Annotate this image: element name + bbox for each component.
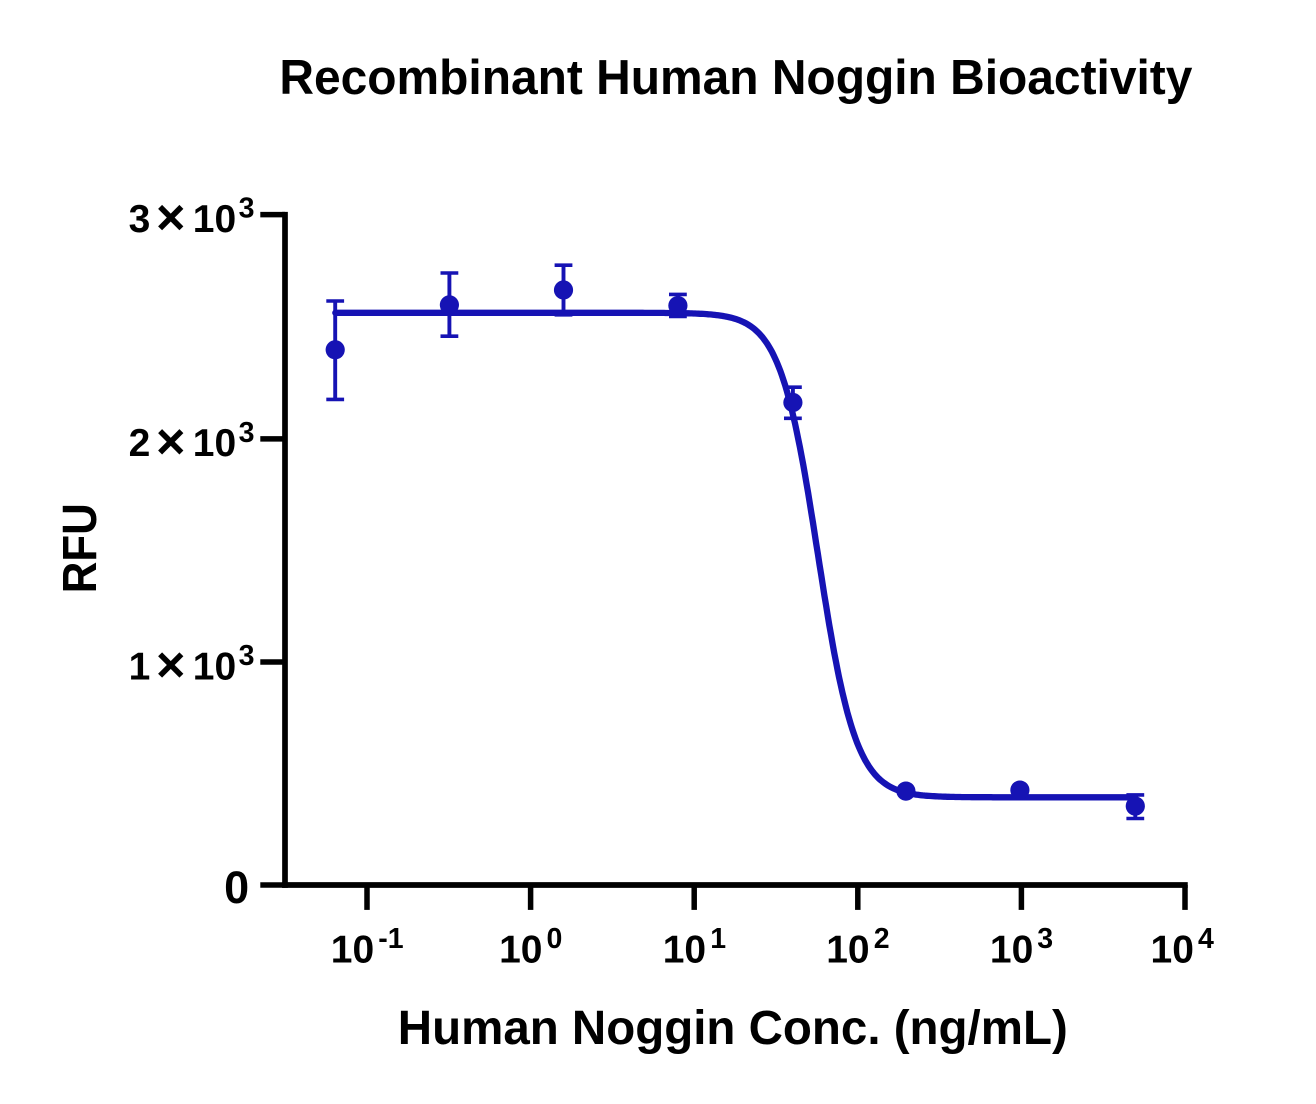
svg-text:1: 1 <box>129 645 151 688</box>
svg-text:10: 10 <box>990 928 1033 971</box>
svg-text:10: 10 <box>193 422 236 465</box>
svg-text:1: 1 <box>710 923 726 955</box>
svg-text:3: 3 <box>1037 923 1053 955</box>
svg-text:10: 10 <box>193 645 236 688</box>
svg-text:10: 10 <box>1151 928 1194 971</box>
svg-text:Recombinant Human Noggin Bioac: Recombinant Human Noggin Bioactivity <box>279 50 1193 105</box>
svg-text:10: 10 <box>663 928 706 971</box>
svg-text:RFU: RFU <box>53 503 107 593</box>
svg-text:10: 10 <box>331 928 374 971</box>
svg-text:3: 3 <box>129 198 151 241</box>
svg-text:0: 0 <box>224 862 249 913</box>
svg-text:3: 3 <box>239 417 255 449</box>
svg-text:2: 2 <box>129 422 151 465</box>
svg-text:-1: -1 <box>378 923 403 955</box>
svg-text:2: 2 <box>874 923 890 955</box>
svg-text:10: 10 <box>499 928 542 971</box>
svg-text:Human Noggin Conc. (ng/mL): Human Noggin Conc. (ng/mL) <box>398 1001 1068 1055</box>
svg-text:0: 0 <box>547 923 563 955</box>
svg-text:4: 4 <box>1198 923 1214 955</box>
svg-text:10: 10 <box>826 928 869 971</box>
svg-text:3: 3 <box>239 193 255 225</box>
svg-text:10: 10 <box>193 198 236 241</box>
svg-text:3: 3 <box>239 640 255 672</box>
